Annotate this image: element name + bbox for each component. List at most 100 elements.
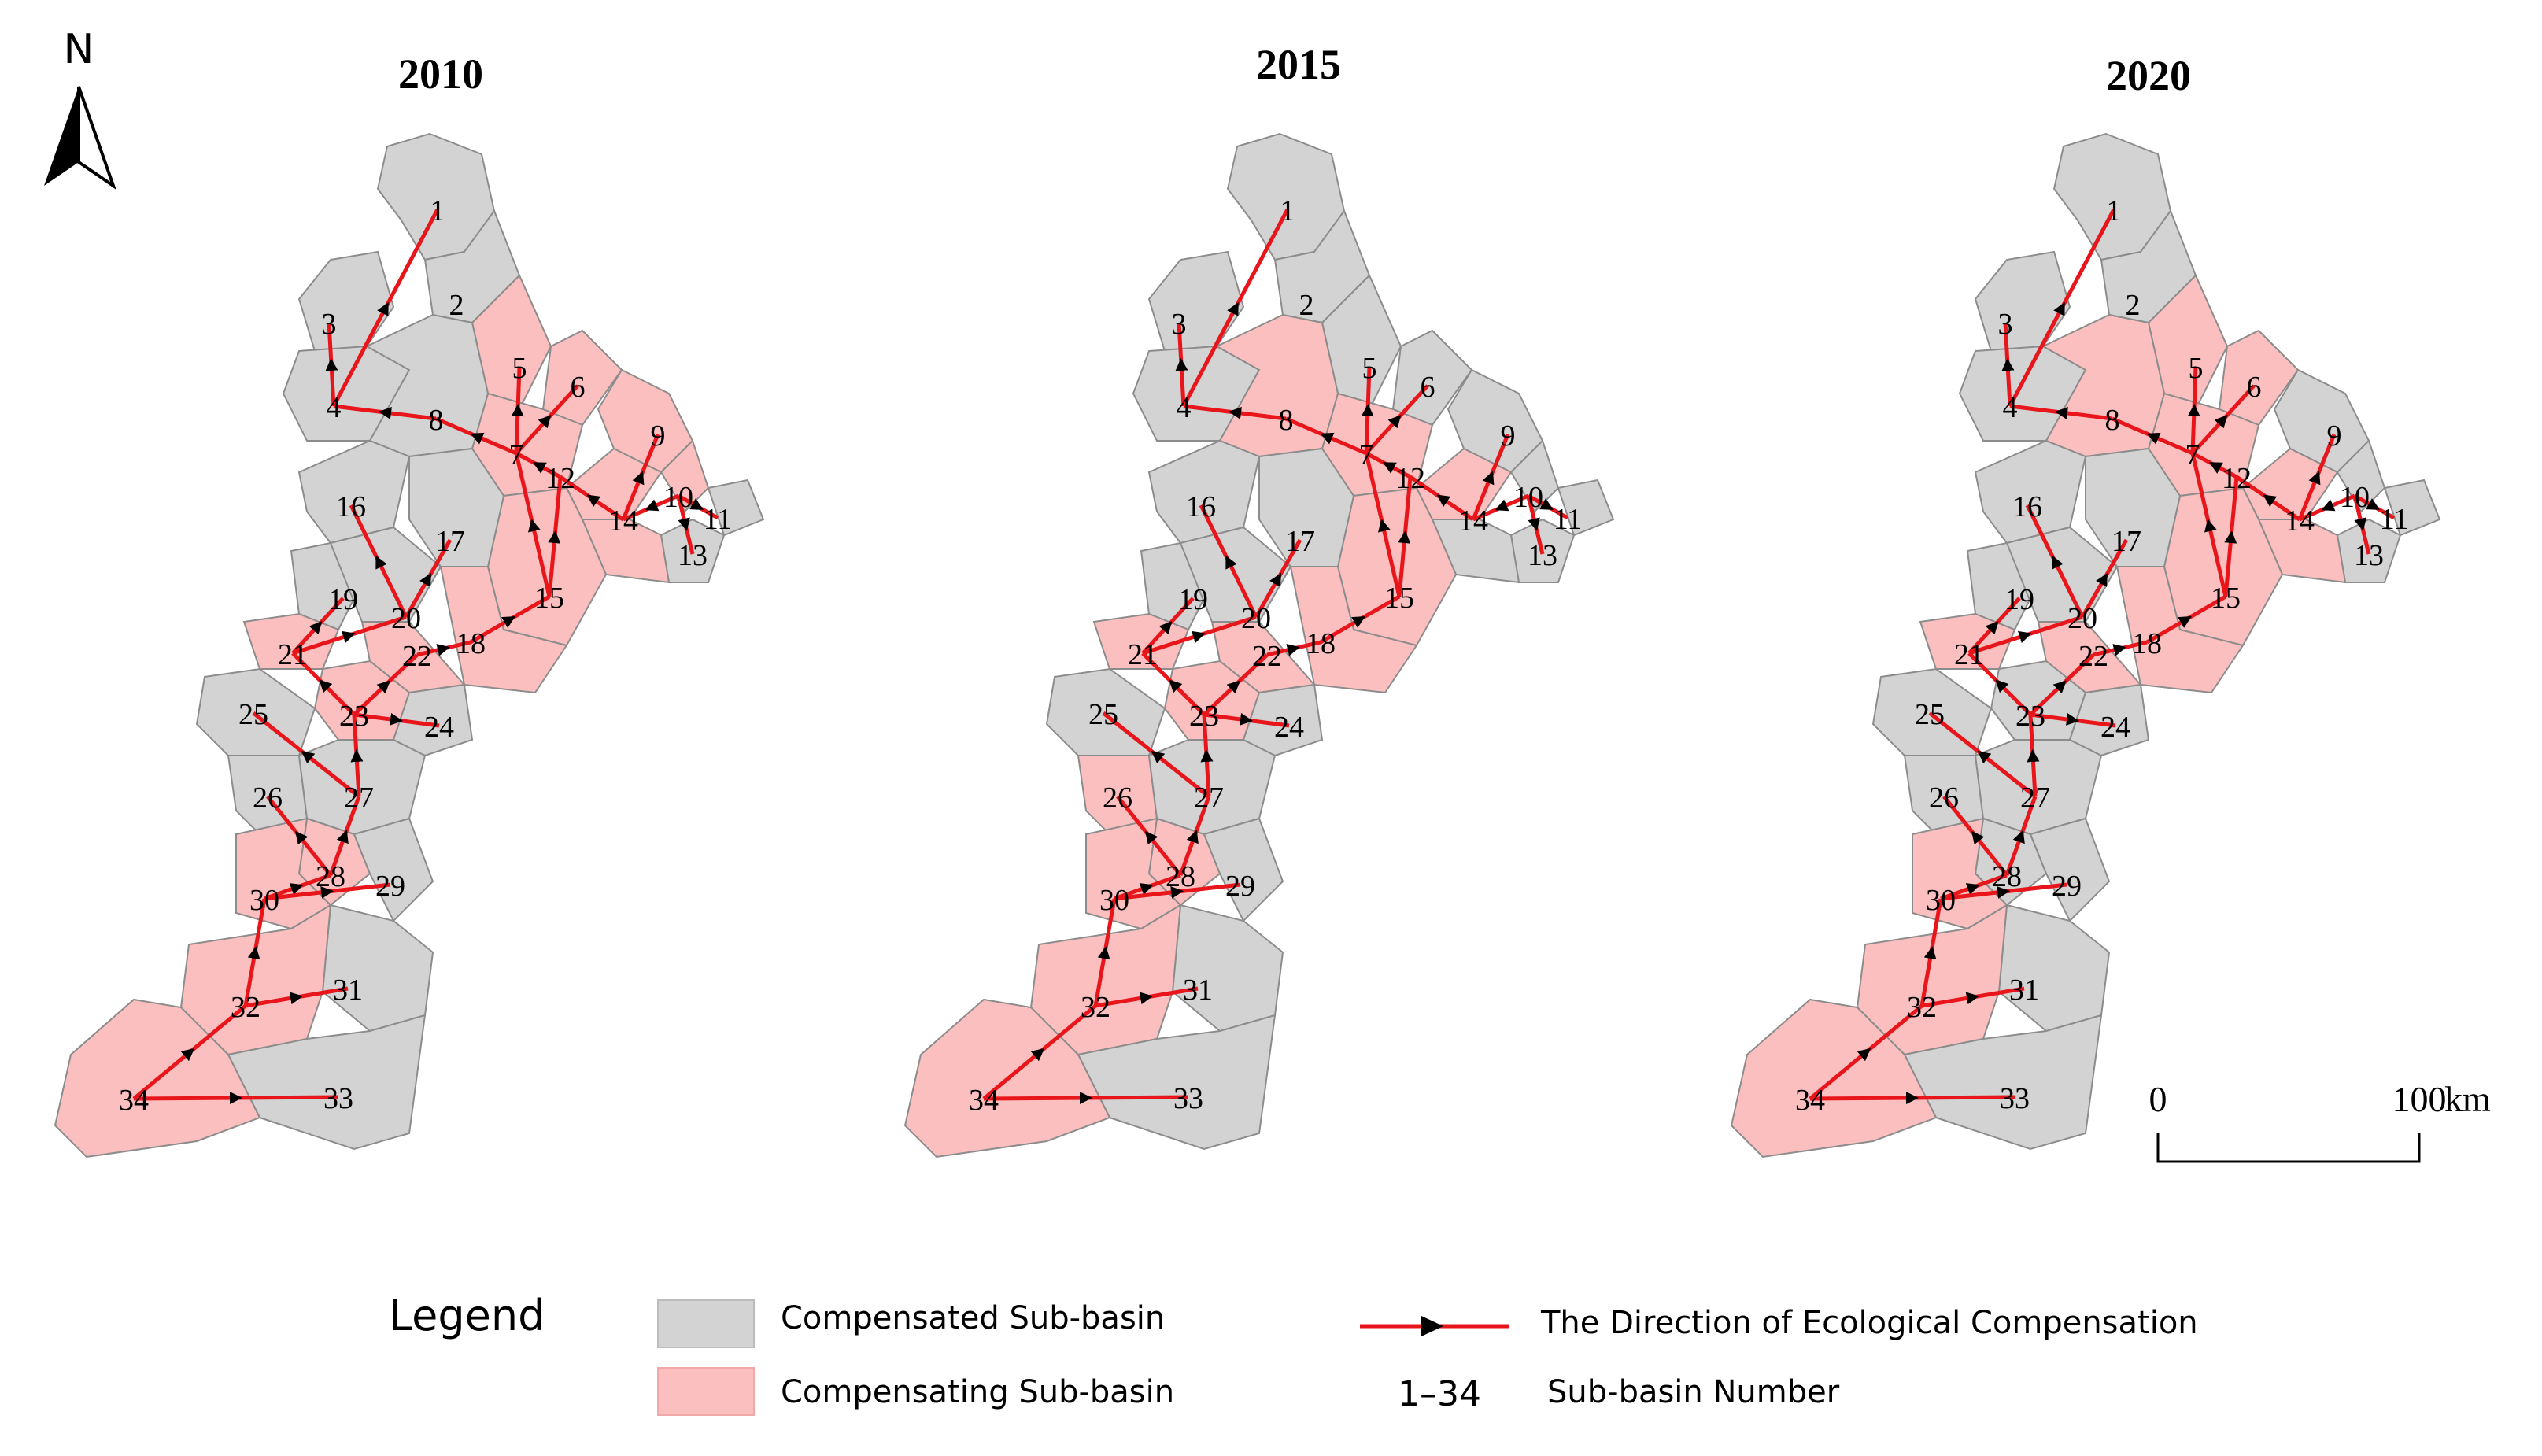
- sub-basin-number-30: 30: [249, 884, 279, 917]
- sub-basin-24-compensated: [1242, 683, 1324, 757]
- sub-basin-number-10: 10: [663, 481, 693, 514]
- sub-basin-number-6: 6: [571, 371, 586, 404]
- map-year-label: 2015: [1256, 41, 1341, 88]
- north-arrow-right-half: [77, 86, 116, 190]
- sub-basin-number-31: 31: [1183, 974, 1213, 1007]
- north-arrow-left-half: [44, 87, 79, 186]
- sub-basin-number-19: 19: [328, 583, 358, 616]
- sub-basin-number-31: 31: [333, 974, 363, 1007]
- legend-swatch-compensated: [657, 1299, 755, 1348]
- sub-basin-number-19: 19: [1178, 583, 1208, 616]
- sub-basin-number-1: 1: [430, 194, 445, 227]
- sub-basin-3-compensated: [1974, 250, 2071, 353]
- north-arrow: N: [44, 26, 116, 190]
- sub-basin-number-23: 23: [1189, 700, 1219, 733]
- sub-basin-number-15: 15: [2211, 582, 2241, 615]
- sub-basin-number-18: 18: [1306, 627, 1336, 660]
- sub-basin-number-21: 21: [1954, 638, 1984, 671]
- sub-basin-number-33: 33: [323, 1082, 353, 1115]
- sub-basin-number-6: 6: [2247, 371, 2262, 404]
- sub-basin-number-32: 32: [1081, 991, 1110, 1024]
- sub-basin-number-6: 6: [1421, 371, 1435, 404]
- sub-basin-number-25: 25: [1915, 698, 1945, 731]
- sub-basin-number-17: 17: [2112, 525, 2141, 558]
- sub-basin-number-33: 33: [2000, 1082, 2030, 1115]
- sub-basin-number-11: 11: [704, 503, 733, 536]
- sub-basin-number-24: 24: [1274, 711, 1304, 744]
- sub-basin-3-compensated: [1147, 250, 1245, 353]
- sub-basin-29-compensated: [1203, 817, 1284, 922]
- sub-basin-number-32: 32: [1907, 991, 1937, 1024]
- sub-basin-31-compensated: [321, 904, 434, 1033]
- sub-basin-number-5: 5: [2189, 352, 2204, 385]
- sub-basin-number-25: 25: [238, 698, 268, 731]
- sub-basin-number-22: 22: [2078, 640, 2108, 673]
- sub-basin-11-compensated: [1557, 479, 1615, 537]
- legend-title: Legend: [389, 1291, 545, 1340]
- sub-basin-number-16: 16: [2012, 490, 2042, 523]
- sub-basin-33-compensated: [227, 1014, 427, 1151]
- sub-basin-number-3: 3: [1998, 308, 2013, 341]
- sub-basin-number-11: 11: [1554, 503, 1583, 536]
- sub-basin-number-24: 24: [424, 711, 454, 744]
- sub-basin-number-17: 17: [435, 525, 465, 558]
- sub-basin-11-compensated: [707, 479, 765, 537]
- legend-label-compensated: Compensated Sub-basin: [781, 1300, 1165, 1336]
- sub-basin-polygons: [54, 132, 765, 1159]
- sub-basin-number-17: 17: [1285, 525, 1315, 558]
- sub-basin-24-compensated: [2068, 683, 2150, 757]
- compensation-flow-lines: [1809, 208, 2396, 1105]
- sub-basin-number-26: 26: [1103, 782, 1132, 815]
- sub-basin-33-compensated: [1903, 1014, 2103, 1151]
- sub-basin-number-12: 12: [1395, 462, 1425, 495]
- sub-basin-number-9: 9: [651, 419, 666, 453]
- sub-basin-number-28: 28: [1166, 860, 1195, 893]
- sub-basin-number-1: 1: [1280, 194, 1295, 227]
- flow-line-34-to-33: [983, 1095, 1189, 1101]
- sub-basin-number-8: 8: [429, 404, 444, 437]
- sub-basin-number-14: 14: [2285, 504, 2315, 538]
- sub-basin-number-19: 19: [2004, 583, 2034, 616]
- sub-basin-number-13: 13: [678, 539, 708, 572]
- sub-basin-29-compensated: [2029, 817, 2111, 922]
- sub-basin-number-4: 4: [327, 391, 342, 424]
- legend-swatch-compensating: [657, 1367, 755, 1416]
- sub-basin-number-8: 8: [1279, 404, 1294, 437]
- sub-basin-number-16: 16: [1186, 490, 1216, 523]
- sub-basin-number-3: 3: [322, 308, 337, 341]
- flow-line-34-to-33: [1809, 1095, 2015, 1101]
- legend-label-direction: The Direction of Ecological Compensation: [1540, 1305, 2198, 1341]
- sub-basin-number-27: 27: [344, 782, 374, 815]
- sub-basin-number-10: 10: [2340, 481, 2370, 514]
- sub-basin-33-compensated: [1077, 1014, 1277, 1151]
- sub-basin-number-32: 32: [231, 991, 260, 1024]
- sub-basin-number-10: 10: [1513, 481, 1543, 514]
- map-year-label: 2010: [398, 50, 483, 98]
- sub-basin-number-29: 29: [375, 870, 405, 903]
- sub-basin-3-compensated: [297, 250, 395, 353]
- sub-basin-number-2: 2: [2126, 289, 2141, 322]
- sub-basin-number-34: 34: [1795, 1084, 1825, 1117]
- flow-line-34-to-33: [133, 1095, 339, 1101]
- sub-basin-number-28: 28: [1992, 860, 2022, 893]
- sub-basin-number-20: 20: [391, 602, 421, 635]
- sub-basin-number-3: 3: [1172, 308, 1187, 341]
- sub-basin-number-5: 5: [512, 352, 527, 385]
- sub-basin-number-31: 31: [2009, 974, 2039, 1007]
- sub-basin-number-23: 23: [2015, 700, 2045, 733]
- sub-basin-polygons: [903, 132, 1615, 1159]
- sub-basin-number-14: 14: [608, 504, 638, 538]
- sub-basin-number-7: 7: [1359, 438, 1374, 471]
- sub-basin-number-14: 14: [1458, 504, 1488, 538]
- compensation-flow-lines: [982, 208, 1569, 1105]
- sub-basin-number-2: 2: [449, 289, 464, 322]
- sub-basin-number-22: 22: [402, 640, 432, 673]
- legend: Legend Compensated Sub-basin Compensatin…: [389, 1291, 2198, 1416]
- sub-basin-number-13: 13: [1528, 539, 1557, 572]
